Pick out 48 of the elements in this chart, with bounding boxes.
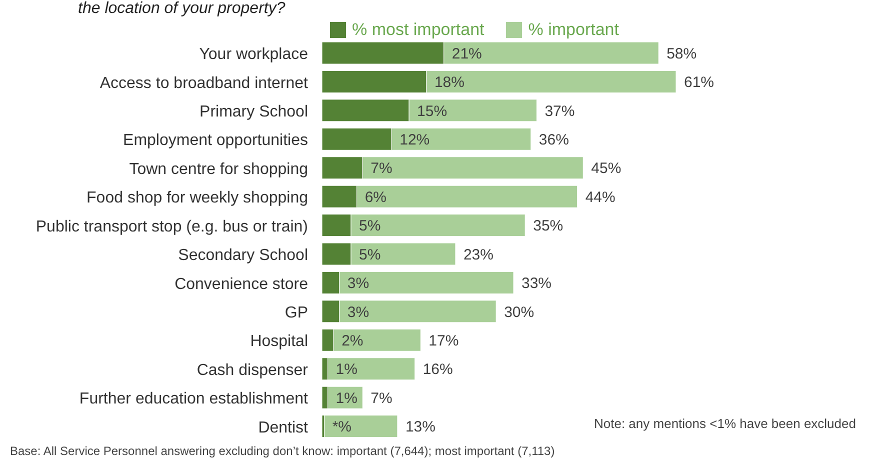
total-label: 17% — [428, 332, 459, 350]
y-tick-label: Dentist — [258, 419, 309, 436]
data-label: 3% — [347, 275, 370, 292]
text: Base: All Service Personnel answering excluding don’t know: important (7,644); most important (7,113) — [10, 444, 555, 458]
total-label: 58% — [666, 45, 697, 62]
total-label: 35% — [533, 218, 564, 235]
total-label: 45% — [591, 160, 622, 178]
y-tick-label: Public transport stop (e.g. bus or train) — [36, 218, 308, 236]
y-tick-label: Employment opportunities — [123, 132, 308, 150]
y-tick-label: Further education establishment — [79, 390, 309, 408]
total-label: 36% — [538, 131, 569, 148]
data-label: 5% — [359, 218, 381, 235]
y-tick-label: Food shop for weekly shopping — [86, 190, 308, 207]
total-label: 13% — [405, 418, 436, 436]
total-label: 37% — [544, 102, 575, 120]
y-tick-label: Access to broadband internet — [100, 74, 309, 92]
total-label: 33% — [522, 275, 552, 292]
y-tick-label: Secondary School — [178, 247, 308, 264]
data-label: 1% — [336, 390, 358, 407]
y-tick-label: Primary School — [200, 103, 308, 120]
data-label: 3% — [347, 304, 370, 321]
data-label: 21% — [452, 45, 482, 62]
total-label: 61% — [684, 74, 714, 92]
annotation: Note: any mentions <1% have been excluded — [594, 416, 856, 431]
bar — [324, 415, 398, 438]
legend-label: % most important — [352, 20, 484, 40]
data-label: 5% — [359, 246, 381, 264]
y-tick-label: Cash dispenser — [196, 362, 309, 379]
y-tick-label: Town centre for shopping — [129, 160, 308, 178]
y-tick-label: Hospital — [250, 333, 308, 350]
total-label: 7% — [370, 390, 392, 407]
legend-label: % important — [528, 20, 619, 40]
data-label: 2% — [342, 332, 364, 350]
y-tick-label: Convenience store — [174, 276, 308, 293]
data-label: 6% — [364, 188, 387, 206]
text: the location of your property? — [78, 0, 286, 18]
data-label: 1% — [336, 361, 358, 378]
y-tick-label: GP — [284, 304, 308, 322]
total-label: 44% — [585, 188, 616, 206]
data-label: *% — [332, 418, 352, 436]
data-label: 12% — [400, 131, 430, 148]
data-label: 7% — [370, 160, 392, 178]
total-label: 23% — [463, 246, 494, 264]
total-label: 30% — [504, 304, 534, 321]
total-label: 16% — [422, 361, 453, 378]
y-tick-label: Your workplace — [199, 46, 308, 64]
data-label: 18% — [434, 74, 464, 92]
data-label: 15% — [417, 102, 448, 120]
